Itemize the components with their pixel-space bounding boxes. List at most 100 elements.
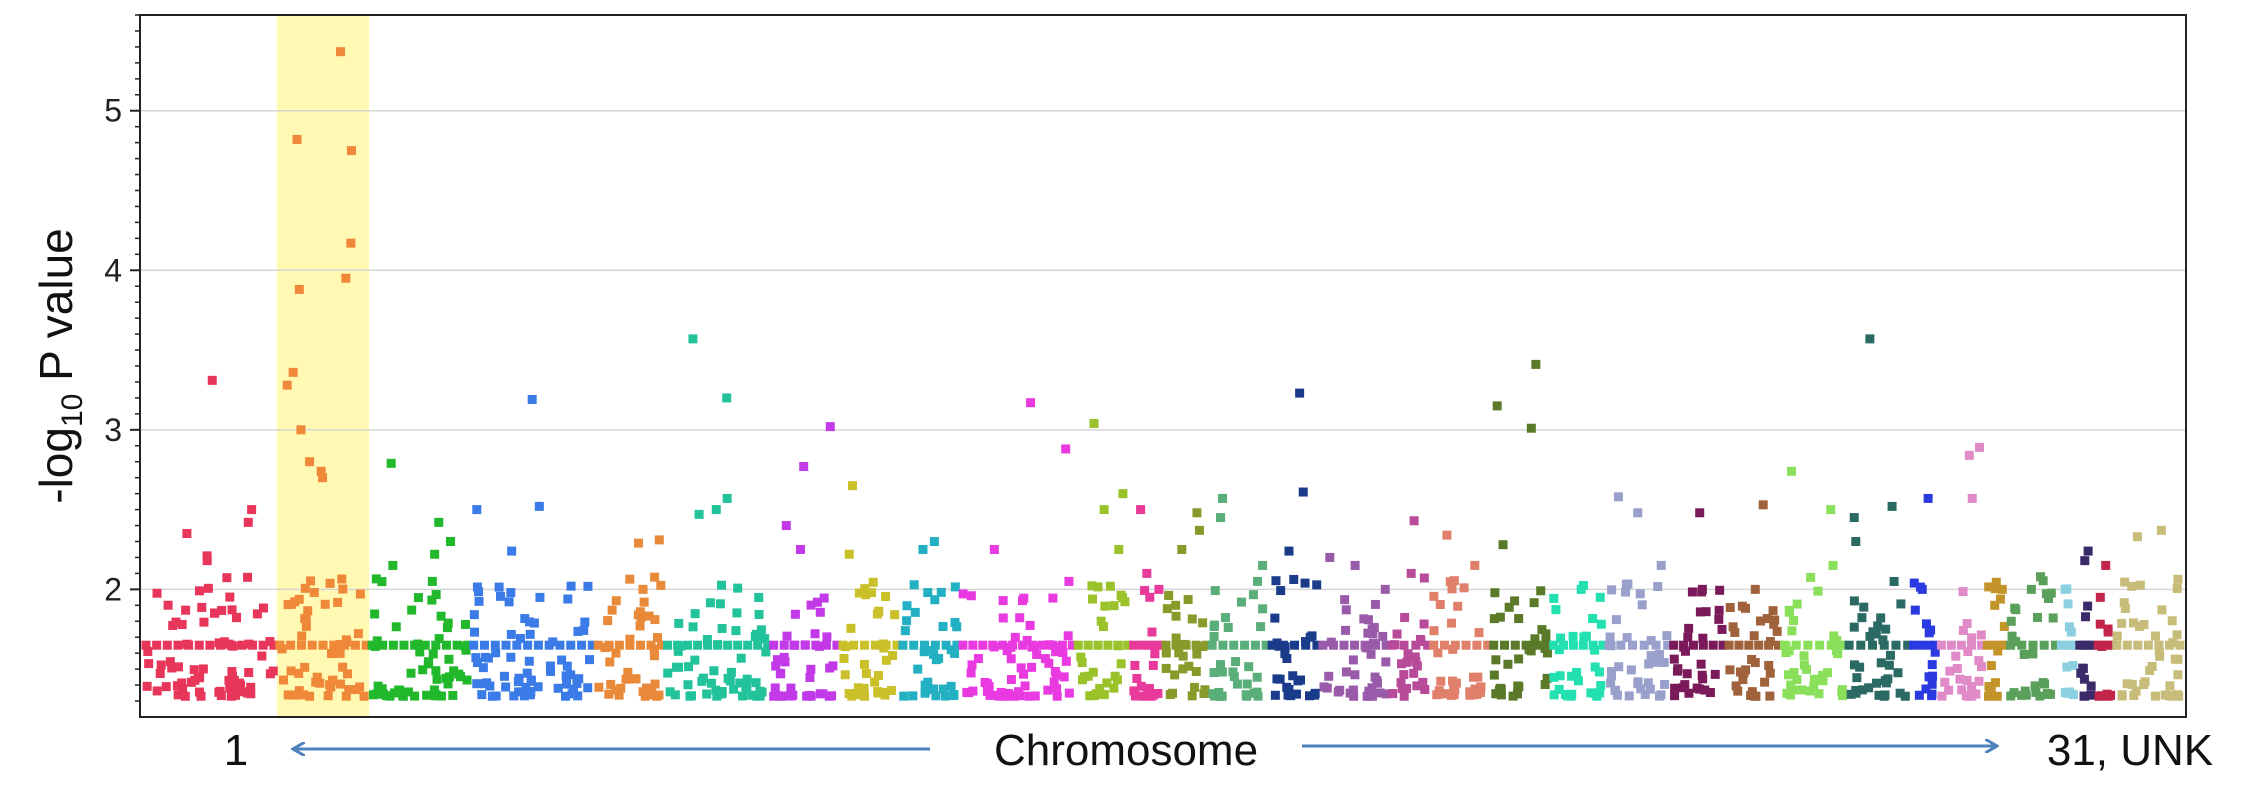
data-point bbox=[210, 608, 220, 618]
data-point bbox=[1758, 500, 1768, 510]
data-point bbox=[644, 611, 654, 621]
data-point bbox=[2083, 546, 2093, 556]
data-point bbox=[469, 640, 479, 650]
data-point bbox=[297, 631, 307, 641]
data-point bbox=[495, 591, 505, 601]
data-point bbox=[1684, 688, 1694, 698]
data-point bbox=[1499, 640, 1509, 650]
data-point bbox=[1099, 622, 1109, 632]
data-point bbox=[1052, 670, 1062, 680]
data-point bbox=[1419, 619, 1429, 629]
data-point bbox=[292, 690, 302, 700]
data-point bbox=[1857, 685, 1867, 695]
data-point bbox=[2119, 598, 2129, 608]
data-point bbox=[1162, 604, 1172, 614]
data-point bbox=[377, 684, 387, 694]
data-point bbox=[1109, 601, 1119, 611]
data-point bbox=[1228, 667, 1238, 677]
data-point bbox=[1339, 640, 1349, 650]
data-point bbox=[1789, 615, 1799, 625]
data-point bbox=[244, 668, 254, 678]
data-point bbox=[967, 660, 977, 670]
data-point bbox=[1199, 689, 1209, 699]
data-point bbox=[806, 691, 816, 701]
data-point bbox=[173, 690, 183, 700]
data-point bbox=[305, 457, 315, 467]
data-point bbox=[1588, 614, 1598, 624]
data-point bbox=[529, 618, 539, 628]
data-point bbox=[1365, 691, 1375, 701]
data-point bbox=[909, 580, 919, 590]
data-point bbox=[1549, 690, 1559, 700]
data-point bbox=[165, 657, 175, 667]
data-point bbox=[1359, 614, 1369, 624]
data-point bbox=[320, 599, 330, 609]
data-point bbox=[1967, 682, 1977, 692]
data-point bbox=[1884, 660, 1894, 670]
data-point bbox=[2135, 621, 2145, 631]
data-point bbox=[919, 647, 929, 657]
data-point bbox=[472, 505, 482, 515]
data-point bbox=[351, 685, 361, 695]
data-point bbox=[1293, 676, 1303, 686]
data-point bbox=[1210, 586, 1220, 596]
data-point bbox=[2039, 640, 2049, 650]
data-point bbox=[1887, 501, 1897, 511]
data-point bbox=[300, 662, 310, 672]
data-point bbox=[638, 687, 648, 697]
data-point bbox=[1396, 678, 1406, 688]
data-point bbox=[1489, 640, 1499, 650]
data-point bbox=[2036, 572, 2046, 582]
data-point bbox=[344, 685, 354, 695]
data-point bbox=[1252, 672, 1262, 682]
data-point bbox=[825, 663, 835, 673]
data-point bbox=[635, 621, 645, 631]
data-point bbox=[859, 683, 869, 693]
data-point bbox=[431, 666, 441, 676]
data-point bbox=[1474, 628, 1484, 638]
data-point bbox=[747, 690, 757, 700]
data-point bbox=[1514, 614, 1524, 624]
data-point bbox=[1209, 631, 1219, 641]
data-point bbox=[1549, 672, 1559, 682]
data-point bbox=[480, 652, 490, 662]
data-point bbox=[1993, 646, 2003, 656]
data-point bbox=[732, 608, 742, 618]
data-point bbox=[1896, 599, 1906, 609]
data-point bbox=[795, 544, 805, 554]
data-point bbox=[1367, 683, 1377, 693]
data-point bbox=[1002, 646, 1012, 656]
data-point bbox=[663, 668, 673, 678]
data-point bbox=[1048, 593, 1058, 603]
data-point bbox=[1872, 678, 1882, 688]
data-point bbox=[1465, 690, 1475, 700]
data-point bbox=[1572, 667, 1582, 677]
data-point bbox=[908, 691, 918, 701]
data-point bbox=[927, 646, 937, 656]
data-point bbox=[1532, 640, 1542, 650]
data-point bbox=[1043, 685, 1053, 695]
data-point bbox=[1312, 580, 1322, 590]
data-point bbox=[413, 593, 423, 603]
data-point bbox=[706, 678, 716, 688]
data-point bbox=[368, 690, 378, 700]
data-point bbox=[1613, 492, 1623, 502]
data-point bbox=[227, 671, 237, 681]
data-point bbox=[1192, 649, 1202, 659]
data-point bbox=[607, 605, 617, 615]
data-point bbox=[1453, 601, 1463, 611]
data-point bbox=[1849, 596, 1859, 606]
data-point bbox=[815, 607, 825, 617]
data-point bbox=[938, 684, 948, 694]
data-point bbox=[430, 691, 440, 701]
data-point bbox=[650, 651, 660, 661]
data-point bbox=[873, 687, 883, 697]
data-point bbox=[861, 669, 871, 679]
data-point bbox=[434, 634, 444, 644]
data-point bbox=[407, 605, 417, 615]
data-point bbox=[1733, 686, 1743, 696]
data-point bbox=[1900, 691, 1910, 701]
data-point bbox=[1974, 676, 1984, 686]
data-point bbox=[1596, 619, 1606, 629]
data-point bbox=[494, 582, 504, 592]
